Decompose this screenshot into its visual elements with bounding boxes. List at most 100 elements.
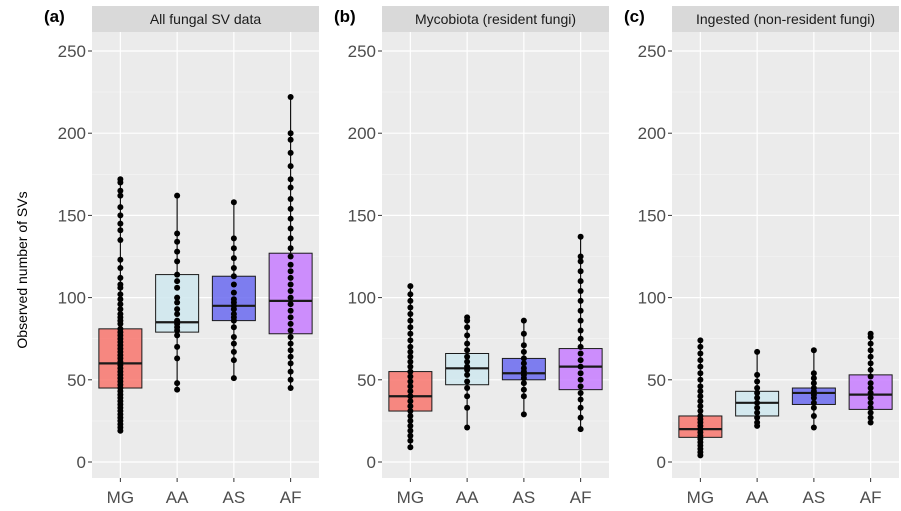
y-tick-label: 50 xyxy=(647,371,666,390)
data-point xyxy=(407,378,414,385)
data-point xyxy=(174,332,181,339)
y-tick-label: 100 xyxy=(58,289,86,308)
data-point xyxy=(174,386,181,393)
data-point xyxy=(867,414,874,421)
data-point xyxy=(754,394,761,401)
panel-c: (c) Ingested (non-resident fungi) 0 50 1… xyxy=(624,6,899,507)
data-point xyxy=(407,393,414,400)
boxes-c xyxy=(678,330,893,459)
data-point xyxy=(577,307,584,314)
data-point xyxy=(287,253,294,260)
data-point xyxy=(520,342,527,349)
data-point xyxy=(754,378,761,385)
data-point xyxy=(407,373,414,380)
data-point xyxy=(754,414,761,421)
data-point xyxy=(287,294,294,301)
x-tick-label: MG xyxy=(397,488,424,507)
data-point xyxy=(810,399,817,406)
x-tick-label: AF xyxy=(570,488,592,507)
data-point xyxy=(754,385,761,392)
x-tick-label: MG xyxy=(687,488,714,507)
data-point xyxy=(230,255,237,262)
data-point xyxy=(464,314,471,321)
data-point xyxy=(407,368,414,375)
data-point xyxy=(407,412,414,419)
data-point xyxy=(407,348,414,355)
data-point xyxy=(407,283,414,290)
data-point xyxy=(230,311,237,318)
data-point xyxy=(287,274,294,281)
data-point xyxy=(810,370,817,377)
data-point xyxy=(230,334,237,341)
data-point xyxy=(577,396,584,403)
x-tick-label: AS xyxy=(223,488,246,507)
data-point xyxy=(407,432,414,439)
panel-a: (a) All fungal SV data 0 50 100 150 200 … xyxy=(44,6,319,507)
x-tick-label: AS xyxy=(803,488,826,507)
y-tick-label: 200 xyxy=(58,124,86,143)
data-point xyxy=(407,398,414,405)
data-point xyxy=(754,399,761,406)
data-point xyxy=(867,404,874,411)
y-tick-label: 150 xyxy=(348,206,376,225)
x-tick-label: AA xyxy=(746,488,769,507)
data-point xyxy=(464,371,471,378)
data-point xyxy=(867,360,874,367)
data-point xyxy=(577,350,584,357)
data-point xyxy=(407,304,414,311)
data-point xyxy=(174,271,181,278)
data-point xyxy=(174,238,181,245)
data-point xyxy=(520,317,527,324)
data-point xyxy=(697,376,704,383)
data-point xyxy=(577,317,584,324)
data-point xyxy=(174,299,181,306)
data-point xyxy=(577,327,584,334)
data-point xyxy=(287,130,294,137)
data-point xyxy=(287,184,294,191)
data-point xyxy=(697,337,704,344)
data-point xyxy=(577,426,584,433)
data-point xyxy=(407,317,414,324)
data-point xyxy=(174,278,181,285)
data-point xyxy=(287,163,294,170)
y-tick-label: 50 xyxy=(67,371,86,390)
data-point xyxy=(287,149,294,156)
plot-background-c xyxy=(672,32,899,478)
data-point xyxy=(407,297,414,304)
data-point xyxy=(810,404,817,411)
data-point xyxy=(520,380,527,387)
data-point xyxy=(464,424,471,431)
data-point xyxy=(577,370,584,377)
data-point xyxy=(287,245,294,252)
data-point xyxy=(287,195,294,202)
strip-background-c xyxy=(672,6,899,32)
data-point xyxy=(287,385,294,392)
data-point xyxy=(867,353,874,360)
data-point xyxy=(117,306,124,313)
data-point xyxy=(117,325,124,332)
data-point xyxy=(230,296,237,303)
data-point xyxy=(117,301,124,308)
data-point xyxy=(407,437,414,444)
data-point xyxy=(287,205,294,212)
data-point xyxy=(230,357,237,364)
data-point xyxy=(287,281,294,288)
y-tick-label: 250 xyxy=(348,42,376,61)
data-point xyxy=(407,353,414,360)
x-tick-label: AF xyxy=(280,488,302,507)
data-point xyxy=(117,227,124,234)
data-point xyxy=(287,215,294,222)
data-point xyxy=(230,324,237,331)
x-tick-label: AA xyxy=(456,488,479,507)
data-point xyxy=(407,343,414,350)
data-point xyxy=(117,204,124,211)
data-point xyxy=(867,366,874,373)
y-ticks-b: 0 50 100 150 200 250 xyxy=(348,42,382,472)
data-point xyxy=(407,417,414,424)
boxes-b xyxy=(388,233,603,451)
data-point xyxy=(867,399,874,406)
data-point xyxy=(230,348,237,355)
data-point xyxy=(174,284,181,291)
data-point xyxy=(230,281,237,288)
strip-background-b xyxy=(382,6,609,32)
